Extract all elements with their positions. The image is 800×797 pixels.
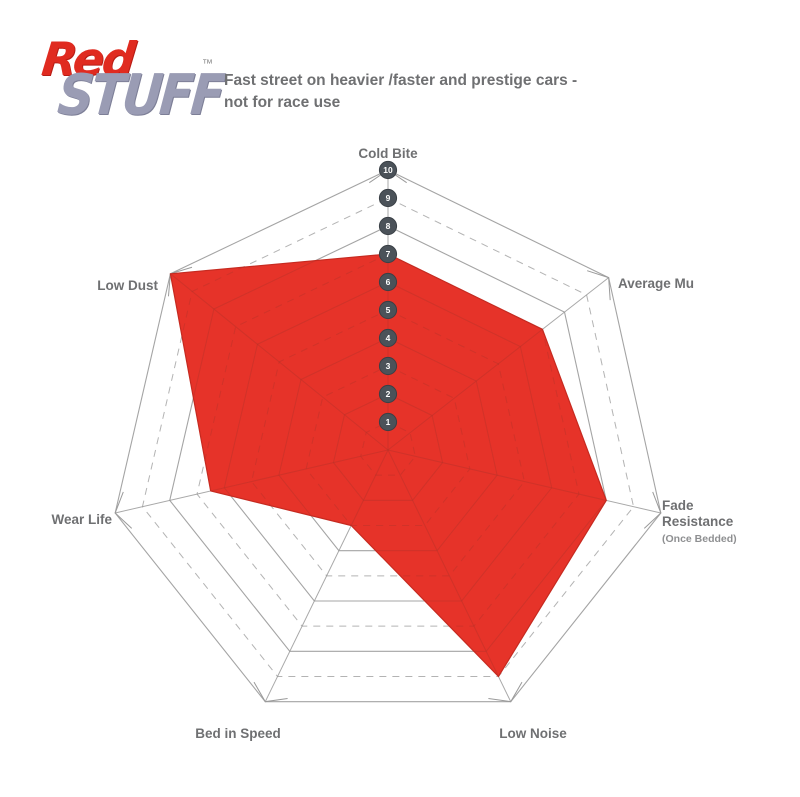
radar-scale-markers: 10 9 8 7 6 5 4 3 2 1	[378, 160, 398, 432]
trademark-symbol: ™	[202, 58, 213, 70]
axis-spoke-overlay	[387, 449, 607, 514]
scale-marker-6: 6	[378, 272, 398, 292]
scale-marker-10: 10	[378, 160, 398, 180]
axis-tick-arrow	[488, 681, 523, 703]
axis-tick-arrow	[114, 491, 133, 529]
scale-marker-3: 3	[378, 356, 398, 376]
axis-label-fade-resistance: Fade Resistance	[662, 498, 734, 529]
scale-marker-label: 1	[386, 417, 391, 427]
scale-marker-label: 6	[386, 277, 391, 287]
scale-marker-label: 4	[386, 333, 391, 343]
chart-title: Fast street on heavier /faster and prest…	[224, 70, 694, 115]
series-polygon-redstuff	[169, 253, 607, 678]
scale-marker-label: 10	[383, 165, 393, 175]
chart-title-line-2: not for race use	[224, 94, 341, 112]
scale-marker-label: 7	[386, 249, 391, 259]
axis-label-low-noise: Low Noise	[499, 726, 567, 741]
scale-marker-4: 4	[378, 328, 398, 348]
scale-marker-9: 9	[378, 188, 398, 208]
scale-marker-label: 3	[386, 361, 391, 371]
axis-label-low-dust: Low Dust	[97, 278, 158, 293]
grid-ring-overlay-7	[196, 254, 580, 627]
scale-marker-1: 1	[378, 412, 398, 432]
scale-marker-7: 7	[378, 244, 398, 264]
scale-marker-label: 5	[386, 305, 391, 315]
axis-spoke-overlay	[387, 449, 512, 677]
scale-marker-5: 5	[378, 300, 398, 320]
grid-ring-overlay-9	[170, 254, 607, 677]
radar-axis-labels: Cold Bite Average Mu Fade Resistance (Once B…	[51, 146, 736, 741]
scale-marker-8: 8	[378, 216, 398, 236]
axis-tick-arrow	[643, 491, 662, 529]
grid-ring-10	[114, 169, 662, 703]
scale-marker-2: 2	[378, 384, 398, 404]
chart-title-line-1: Fast street on heavier /faster and prest…	[224, 72, 578, 89]
redstuff-logo: Red STUFF ™	[36, 32, 226, 141]
axis-label-cold-bite: Cold Bite	[358, 146, 418, 161]
grid-ring-overlay-2	[332, 393, 444, 501]
axis-label-wear-life: Wear Life	[51, 512, 112, 527]
axis-label-average-mu: Average Mu	[618, 276, 694, 291]
axis-label-bed-in-speed: Bed in Speed	[195, 726, 281, 741]
axis-spoke-overlay	[170, 273, 389, 451]
axis-sublabel-fade-resistance: (Once Bedded)	[662, 533, 737, 545]
axis-tick-arrow	[253, 681, 288, 703]
radar-series-polygon	[169, 253, 607, 678]
axis-spoke-overlay	[170, 449, 389, 514]
scale-marker-label: 2	[386, 389, 391, 399]
axis-tick-arrow	[587, 270, 611, 301]
scale-marker-label: 8	[386, 221, 391, 231]
grid-ring-overlay-1	[360, 421, 416, 476]
scale-marker-label: 9	[386, 193, 391, 203]
grid-ring-overlay-4	[278, 337, 498, 552]
